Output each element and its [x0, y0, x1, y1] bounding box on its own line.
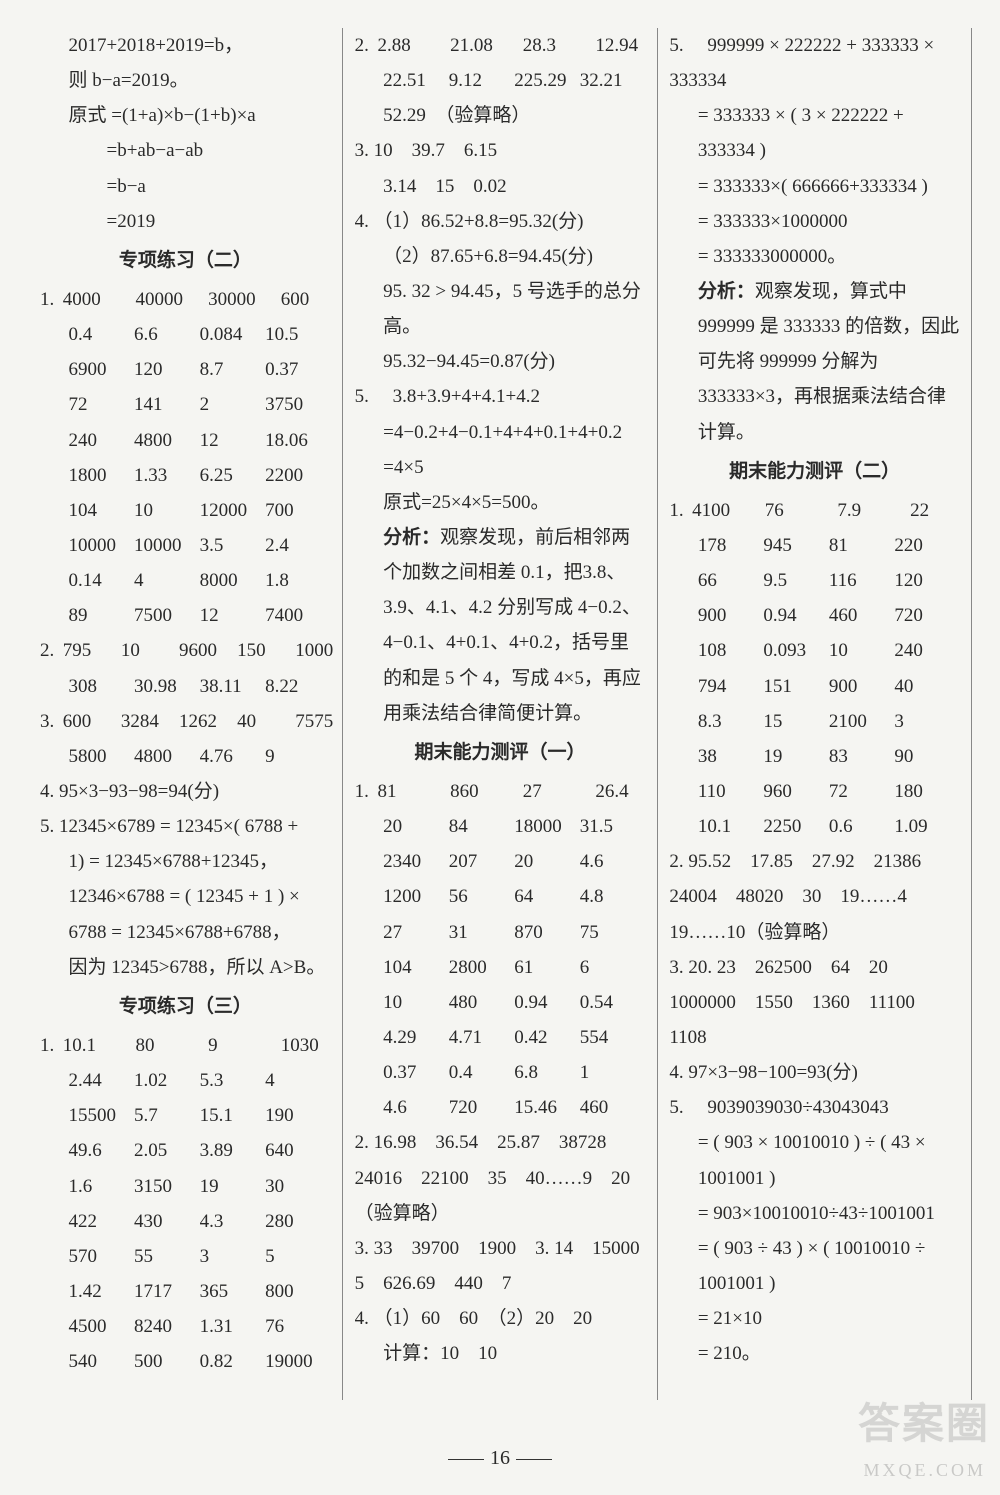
answer-row: 0.14480001.8	[40, 563, 331, 598]
answer-row: 5705535	[40, 1239, 331, 1274]
answer-row: 49.62.053.89640	[40, 1133, 331, 1168]
answer-row: 580048004.769	[40, 739, 331, 774]
answer-row: 1.631501930	[40, 1169, 331, 1204]
text: 原式=25×4×5=500。	[355, 485, 646, 520]
answer-row: 17894581220	[669, 528, 960, 563]
text: 则 b−a=2019。	[40, 63, 331, 98]
answer-row: 38198390	[669, 739, 960, 774]
answer-row: 24048001218.06	[40, 423, 331, 458]
text: 2017+2018+2019=b，	[40, 28, 331, 63]
text: 5. 3.8+3.9+4+4.1+4.2	[355, 379, 646, 414]
text: 3. 10 39.7 6.15	[355, 133, 646, 168]
text: 1) = 12345×6788+12345，	[40, 844, 331, 879]
text: 5. 9039039030÷43043043	[669, 1090, 960, 1125]
text: 5. 999999 × 222222 + 333333 × 333334	[669, 28, 960, 98]
answer-row: 0.46.60.08410.5	[40, 317, 331, 352]
page-footer: 16	[0, 1440, 1000, 1477]
answer-row: 8.31521003	[669, 704, 960, 739]
answer-row: 79415190040	[669, 669, 960, 704]
text: 3. 20. 23 262500 64 20 1000000 1550 1360…	[669, 950, 960, 1055]
answer-row: 4.294.710.42554	[355, 1020, 646, 1055]
text: 原式 =(1+a)×b−(1+b)×a	[40, 98, 331, 133]
text: = 333333 × ( 3 × 222222 +	[669, 98, 960, 133]
analysis: 分析：观察发现，前后相邻两个加数之间相差 0.1，把3.8、3.9、4.1、4.…	[355, 520, 646, 731]
answer-row: 4.672015.46460	[355, 1090, 646, 1125]
text: =b+ab−a−ab	[40, 133, 331, 168]
answer-row: 30830.9838.118.22	[40, 669, 331, 704]
text: =4×5	[355, 450, 646, 485]
text: = ( 903 ÷ 43 ) × ( 10010010 ÷ 1001001 )	[669, 1231, 960, 1301]
answer-row: 0.370.46.81	[355, 1055, 646, 1090]
text: 95.32−94.45=0.87(分)	[355, 344, 646, 379]
answer-row: 10000100003.52.4	[40, 528, 331, 563]
text: 计算：10 10	[355, 1336, 646, 1371]
text: = ( 903 × 10010010 ) ÷ ( 43 × 1001001 )	[669, 1125, 960, 1195]
section-heading: 期末能力测评（二）	[669, 454, 960, 489]
answer-row: 669.5116120	[669, 563, 960, 598]
text: = 333333×1000000	[669, 204, 960, 239]
text: 4. （1）86.52+8.8=95.32(分)	[355, 204, 646, 239]
text: 333334 )	[669, 133, 960, 168]
text: 6788 = 12345×6788+6788，	[40, 915, 331, 950]
answer-row: 1.40004000030000600	[40, 282, 331, 317]
text: = 210。	[669, 1336, 960, 1371]
text: =4−0.2+4−0.1+4+4+0.1+4+0.2	[355, 415, 646, 450]
text: 4. 95×3−93−98=94(分)	[40, 774, 331, 809]
text: = 333333×( 666666+333334 )	[669, 169, 960, 204]
answer-row: 1042800616	[355, 950, 646, 985]
answer-row: 1.818602726.4	[355, 774, 646, 809]
text: 3. 33 39700 1900 3. 14 15000 5 626.69 44…	[355, 1231, 646, 1301]
answer-row: 22.519.12225.2932.21	[355, 63, 646, 98]
text: 5. 12345×6789 = 12345×( 6788 +	[40, 809, 331, 844]
answer-row: 69001208.70.37	[40, 352, 331, 387]
analysis: 分析：观察发现，算式中999999 是 333333 的倍数，因此可先将 999…	[669, 274, 960, 450]
answer-row: 18001.336.252200	[40, 458, 331, 493]
answer-row: 2340207204.6	[355, 844, 646, 879]
answer-row: 4224304.3280	[40, 1204, 331, 1239]
answer-row: 2.7951096001501000	[40, 633, 331, 668]
answer-row: 11096072180	[669, 774, 960, 809]
answer-row: 450082401.3176	[40, 1309, 331, 1344]
answer-row: 2.441.025.34	[40, 1063, 331, 1098]
answer-row: 9000.94460720	[669, 598, 960, 633]
section-heading: 期末能力测评（一）	[355, 735, 646, 770]
text: （2）87.65+6.8=94.45(分)	[355, 239, 646, 274]
answer-row: 1.421717365800	[40, 1274, 331, 1309]
text: 4. 97×3−98−100=93(分)	[669, 1055, 960, 1090]
answer-row: 273187075	[355, 915, 646, 950]
answer-row: 5405000.8219000	[40, 1344, 331, 1379]
answer-row: 104800.940.54	[355, 985, 646, 1020]
section-heading: 专项练习（二）	[40, 243, 331, 278]
text: 2. 16.98 36.54 25.87 38728 24016 22100 3…	[355, 1125, 646, 1230]
answer-row: 20841800031.5	[355, 809, 646, 844]
text: 52.29 （验算略）	[355, 98, 646, 133]
answer-row: 3.60032841262407575	[40, 704, 331, 739]
text: 因为 12345>6788，所以 A>B。	[40, 950, 331, 985]
text: =2019	[40, 204, 331, 239]
answer-row: 1.4100767.922	[669, 493, 960, 528]
answer-row: 1041012000700	[40, 493, 331, 528]
answer-row: 155005.715.1190	[40, 1098, 331, 1133]
answer-row: 1080.09310240	[669, 633, 960, 668]
answer-row: 897500127400	[40, 598, 331, 633]
text: 95. 32 > 94.45，5 号选手的总分高。	[355, 274, 646, 344]
text: = 333333000000。	[669, 239, 960, 274]
text: = 903×10010010÷43÷1001001	[669, 1196, 960, 1231]
answer-row: 120056644.8	[355, 879, 646, 914]
text: 4. （1）60 60 （2）20 20	[355, 1301, 646, 1336]
text: =b−a	[40, 169, 331, 204]
text: 12346×6788 = ( 12345 + 1 ) ×	[40, 879, 331, 914]
text: 3.14 15 0.02	[355, 169, 646, 204]
answer-row: 10.122500.61.09	[669, 809, 960, 844]
answer-row: 2.2.8821.0828.312.94	[355, 28, 646, 63]
analysis: 分析：将原式分解为（903×10010010）÷（43×1001001），根据一…	[984, 28, 1000, 239]
section-heading: 专项练习（三）	[40, 989, 331, 1024]
answer-row: 7214123750	[40, 387, 331, 422]
answer-row: 1.10.18091030	[40, 1028, 331, 1063]
text: = 21×10	[669, 1301, 960, 1336]
page-number: 16	[490, 1447, 510, 1469]
text: 2. 95.52 17.85 27.92 21386 24004 48020 3…	[669, 844, 960, 949]
page-columns: 2017+2018+2019=b， 则 b−a=2019。 原式 =(1+a)×…	[0, 0, 1000, 1420]
